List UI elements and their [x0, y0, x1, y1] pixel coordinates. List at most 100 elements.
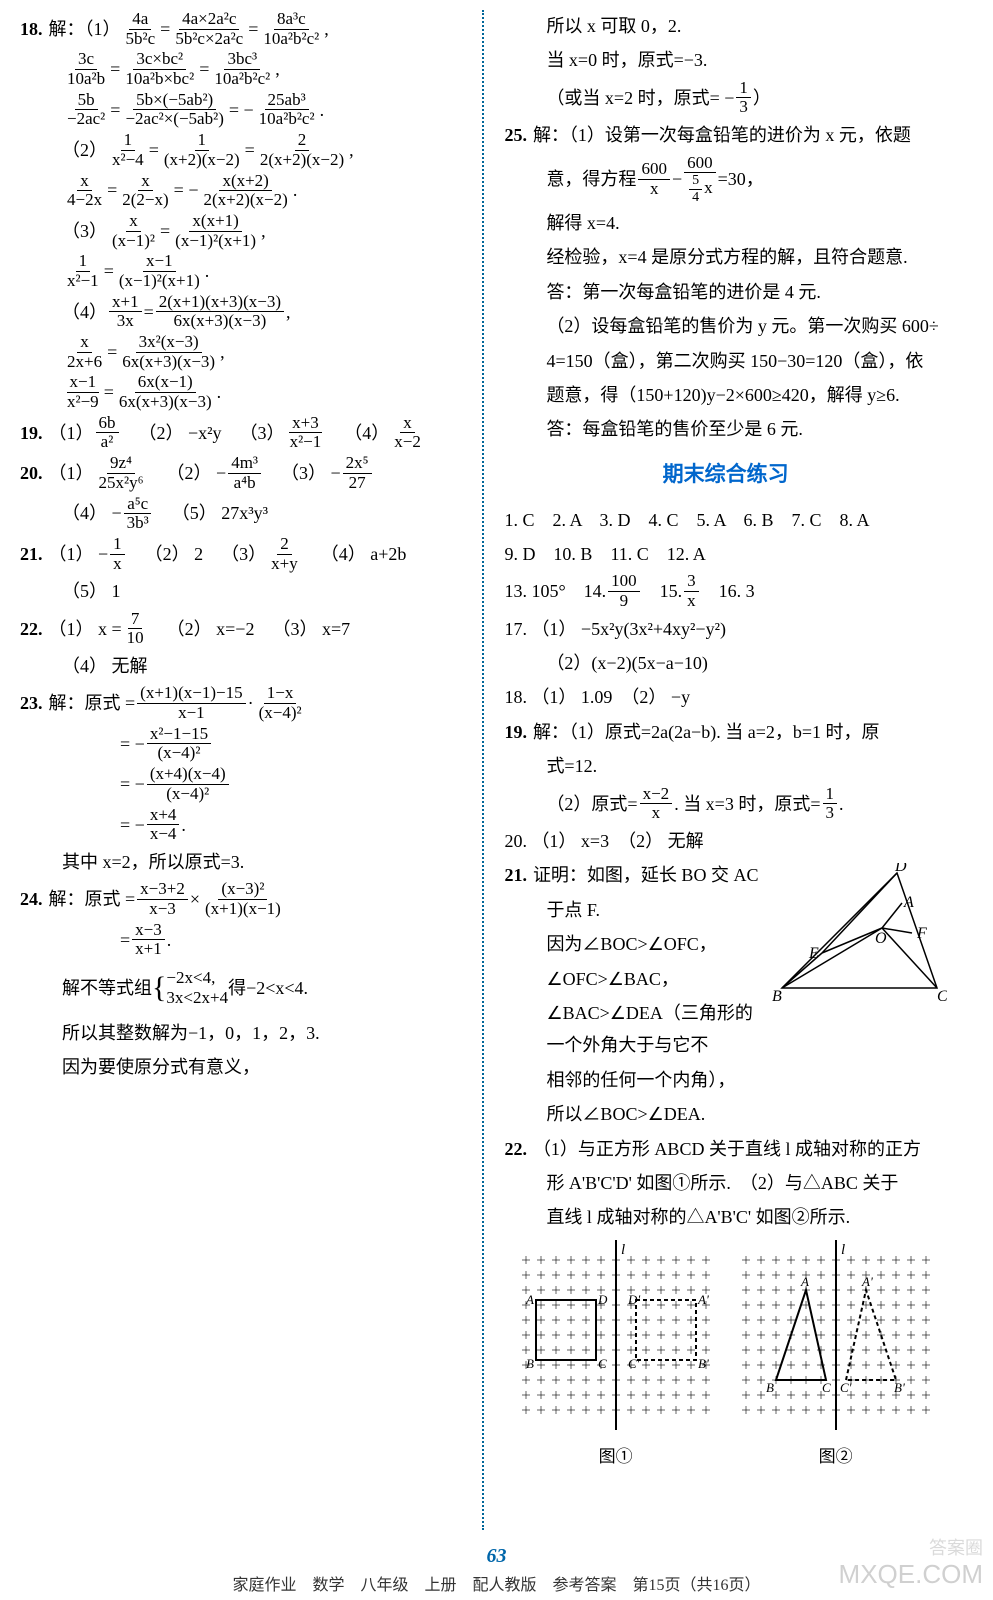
page-content: 18. 解：（1） 4a5b²c= 4a×2a²c5b²c×2a²c= 8a³c… [0, 0, 993, 1530]
frac: (x−3)²(x+1)(x−1) [202, 880, 284, 918]
fig-label: 图① [516, 1442, 716, 1473]
frac: 710 [124, 610, 147, 648]
eq: 于点 F. [504, 894, 758, 926]
frac: 6x(x−1)6x(x+3)(x−3) [116, 373, 215, 411]
text: − [672, 163, 682, 195]
text: 其中 x=2，所以原式=3. [62, 846, 244, 878]
text: 直线 l 成轴对称的△A'B'C' 如图②所示. [546, 1201, 850, 1233]
text: （2）设每盒铅笔的售价为 y 元。第一次购买 600÷ [546, 310, 938, 342]
eq: （3） x(x−1)²= x(x+1)(x−1)²(x+1), [20, 212, 462, 250]
eq: （4） − a⁵c3b³ （5） 27x³y³ [20, 495, 462, 533]
text: = [120, 924, 130, 956]
q25: 25. 解：（1）设第一次每盒铅笔的进价为 x 元，依题 [504, 119, 946, 151]
text: （3） − [281, 457, 341, 489]
eq: 1x²−1= x−1(x−1)²(x+1). [20, 252, 462, 290]
eq: 所以∠BOC>∠DEA. [504, 1098, 946, 1130]
eq: 答：第一次每盒铅笔的进价是 4 元. [504, 276, 946, 308]
text: （2） x=−2 [167, 613, 255, 645]
mc-row: 1. C 2. A 3. D 4. C 5. A 6. B 7. C 8. A [504, 504, 946, 536]
frac: a⁵c3b³ [124, 495, 152, 533]
text: 证明：如图，延长 BO 交 AC [533, 859, 759, 891]
text: （5） 1 [62, 575, 121, 607]
frac: 13 [823, 785, 838, 823]
frac: 9z⁴25x²y⁶ [96, 454, 147, 492]
text: 解不等式组 [62, 972, 152, 1004]
text: （3） [62, 215, 107, 247]
svg-text:A: A [800, 1274, 809, 1289]
text: = − [120, 768, 145, 800]
frac: 13 [736, 79, 751, 117]
frac: 3c×bc²10a²b×bc² [122, 50, 197, 88]
text: 形 A'B'C'D' 如图①所示. （2）与△ABC 关于 [546, 1167, 898, 1199]
frac: 3x [684, 572, 699, 610]
grid-figure-2: l A B C A' C' B' [736, 1240, 936, 1430]
figure-2: l A B C A' C' B' 图② [736, 1240, 936, 1473]
text: （2） −x²y [139, 417, 222, 449]
text: （2） 2 [145, 538, 204, 570]
text: 解：原式 = [49, 687, 136, 719]
svg-text:C': C' [840, 1380, 852, 1395]
eq: 答：每盒铅笔的售价至少是 6 元. [504, 413, 946, 445]
triangle-diagram: D A F O E B C [767, 863, 947, 1003]
brace-icon: { [152, 961, 166, 1015]
eq: 其中 x=2，所以原式=3. [20, 846, 462, 878]
text: （1） [49, 417, 94, 449]
eq: 所以 x 可取 0，2. [504, 10, 946, 42]
text: （5） 27x³y³ [172, 497, 268, 529]
text: （4） a+2b [321, 538, 407, 570]
frac: 600 54x [684, 154, 716, 205]
left-column: 18. 解：（1） 4a5b²c= 4a×2a²c5b²c×2a²c= 8a³c… [20, 10, 477, 1530]
text: 13. 105° 14. [504, 575, 606, 607]
frac: x+4x−4 [147, 806, 180, 844]
eq: = − (x+4)(x−4)(x−4)² [20, 765, 462, 803]
eq: （2）设每盒铅笔的售价为 y 元。第一次购买 600÷ [504, 310, 946, 342]
text: · [248, 687, 254, 719]
text: = − [174, 174, 199, 206]
eq: 意，得方程 600x − 600 54x =30， [504, 154, 946, 205]
frac: x²−1−15(x−4)² [147, 725, 211, 763]
svg-text:A': A' [861, 1274, 873, 1289]
svg-text:l: l [841, 1242, 845, 1258]
text: 16. 3 [719, 575, 755, 607]
frac: 1x [110, 535, 125, 573]
text: . [839, 788, 844, 820]
svg-text:D: D [894, 863, 907, 875]
frac: x4−2x [64, 172, 105, 210]
svg-text:l: l [621, 1242, 625, 1258]
eq: = x−3x+1. [20, 921, 462, 959]
frac: x−1(x−1)²(x+1) [116, 252, 203, 290]
text: 18. （1） 1.09 （2） −y [504, 681, 690, 713]
text: 答：每盒铅笔的售价至少是 6 元. [546, 413, 803, 445]
text: 9. D 10. B 11. C 12. A [504, 538, 705, 570]
frac: x2x+6 [64, 333, 105, 371]
frac: x(x+1)(x−1)²(x+1) [172, 212, 259, 250]
text: 题意，得（150+120)y−2×600≥420，解得 y≥6. [546, 379, 899, 411]
eq: 5b−2ac²= 5b×(−5ab²)−2ac²×(−5ab²) = − 25a… [20, 91, 462, 129]
q19r: 19. 解：（1）原式=2a(2a−b). 当 a=2，b=1 时，原 [504, 716, 946, 748]
q18r: 18. （1） 1.09 （2） −y [504, 681, 946, 713]
grid-figure-1: l A D B C D' A' C' B' [516, 1240, 716, 1430]
svg-text:B': B' [894, 1380, 905, 1395]
q13-16: 13. 105° 14. 1009 15. 3x 16. 3 [504, 572, 946, 610]
text: 1. C 2. A 3. D 4. C 5. A 6. B 7. C 8. A [504, 504, 869, 536]
text: = − [229, 94, 254, 126]
text: = − [120, 809, 145, 841]
frac: 4m³a⁴b [228, 454, 261, 492]
text: （1） − [49, 538, 109, 570]
text: 15. [660, 575, 683, 607]
text: 解：（1） [49, 13, 121, 45]
text: ∠BAC>∠DEA（三角形的一个外角大于与它不 [546, 997, 758, 1062]
q21r-label: 21. [504, 859, 527, 891]
svg-text:C: C [937, 988, 947, 1003]
svg-text:C: C [822, 1380, 831, 1395]
text: 20. （1） x=3 （2） 无解 [504, 825, 703, 857]
svg-text:B: B [766, 1380, 774, 1395]
svg-text:B': B' [698, 1356, 709, 1371]
eq: （4） x+13x= 2(x+1)(x+3)(x−3)6x(x+3)(x−3), [20, 293, 462, 331]
text: 解：原式 = [49, 883, 136, 915]
q22-label: 22. [20, 613, 43, 645]
frac: 1−x(x−4)² [256, 684, 305, 722]
text: 3x<2x+4 [166, 988, 228, 1008]
frac: 22(x+2)(x−2) [257, 131, 347, 169]
frac: xx−2 [391, 414, 424, 452]
